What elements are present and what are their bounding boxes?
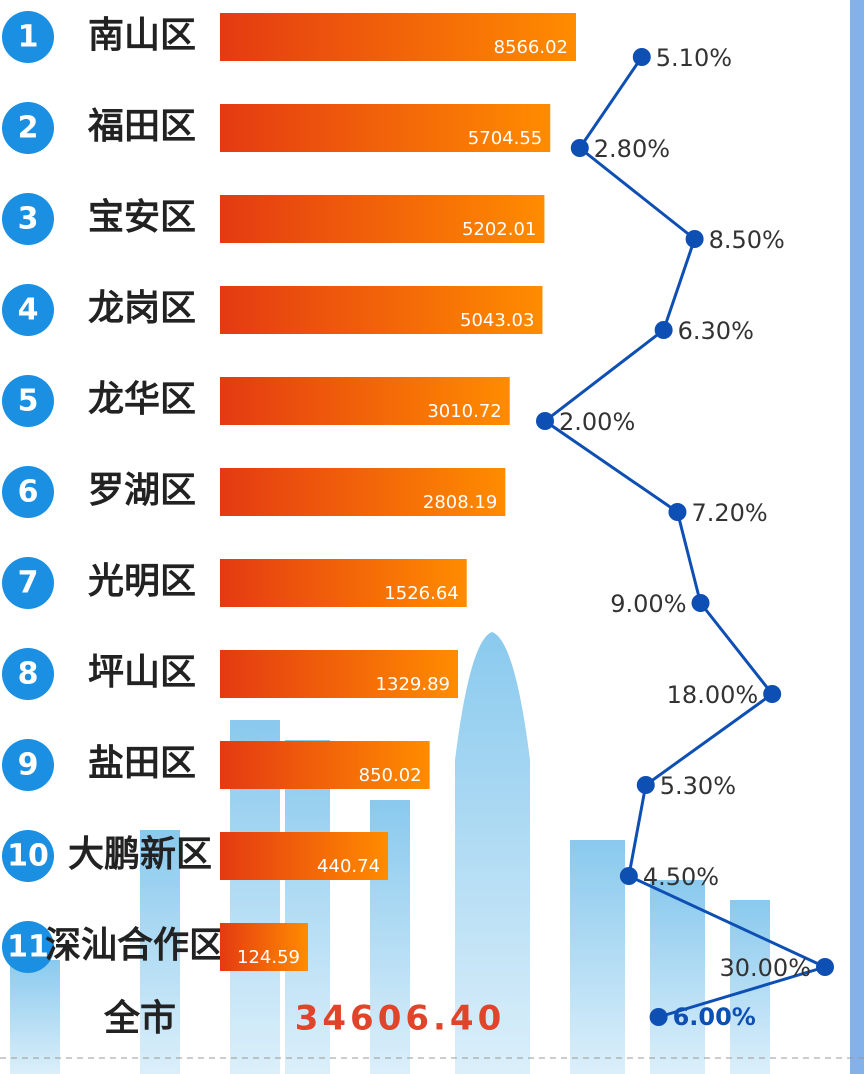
growth-point xyxy=(636,776,655,794)
rank-number: 9 xyxy=(18,748,39,783)
growth-point xyxy=(763,685,782,703)
bar xyxy=(220,468,506,516)
growth-label: 30.00% xyxy=(719,954,811,982)
rank-number: 2 xyxy=(18,111,39,146)
rank-number: 5 xyxy=(18,384,39,419)
category-label: 龙华区 xyxy=(88,379,196,420)
growth-point xyxy=(668,503,687,521)
total-label: 全市 xyxy=(103,997,176,1039)
bar-value: 1329.89 xyxy=(376,674,450,695)
rank-badge xyxy=(2,193,54,245)
rank-badge xyxy=(2,102,54,154)
bar xyxy=(220,377,510,425)
rank-number: 3 xyxy=(18,202,39,237)
bar-value: 850.02 xyxy=(359,765,422,786)
bar xyxy=(220,104,551,152)
rank-badge xyxy=(2,284,54,336)
bar-value: 5202.01 xyxy=(462,219,536,240)
category-label: 深汕合作区 xyxy=(45,925,225,966)
bar xyxy=(220,195,545,243)
rank-number: 1 xyxy=(18,20,39,55)
bar-value: 3010.72 xyxy=(427,401,501,422)
bar xyxy=(220,286,543,334)
rank-badge xyxy=(2,466,54,518)
growth-label: 6.30% xyxy=(678,317,754,345)
growth-label: 2.80% xyxy=(594,135,670,163)
rank-badge xyxy=(2,648,54,700)
category-label: 龙岗区 xyxy=(88,288,196,329)
bar-value: 5704.55 xyxy=(468,128,542,149)
bar xyxy=(220,923,308,971)
rank-number: 7 xyxy=(18,566,39,601)
rank-badge xyxy=(2,11,54,63)
category-label: 罗湖区 xyxy=(88,470,196,511)
category-label: 大鹏新区 xyxy=(68,834,212,875)
bar xyxy=(220,13,576,61)
bar-value: 440.74 xyxy=(317,856,380,877)
rank-badge xyxy=(2,830,54,882)
rank-number: 8 xyxy=(18,657,39,692)
growth-label: 5.10% xyxy=(656,44,732,72)
growth-point xyxy=(570,139,589,157)
bar-value: 124.59 xyxy=(237,947,300,968)
growth-label: 4.50% xyxy=(643,863,719,891)
growth-label: 9.00% xyxy=(610,590,686,618)
bar-value: 2808.19 xyxy=(423,492,497,513)
growth-point xyxy=(685,230,704,248)
rank-badge xyxy=(2,375,54,427)
category-label: 南山区 xyxy=(88,15,196,56)
category-label: 坪山区 xyxy=(88,652,196,693)
bar-value: 1526.64 xyxy=(384,583,458,604)
growth-point xyxy=(632,48,651,66)
growth-label: 5.30% xyxy=(660,772,736,800)
bar xyxy=(220,650,458,698)
growth-point xyxy=(536,412,554,430)
rank-badge xyxy=(2,921,54,973)
growth-label: 2.00% xyxy=(559,408,635,436)
growth-point xyxy=(654,321,673,339)
total-growth-label: 6.00% xyxy=(673,1003,756,1031)
growth-point xyxy=(816,958,834,976)
rank-number: 11 xyxy=(7,930,49,965)
growth-point xyxy=(691,594,710,612)
rank-number: 4 xyxy=(18,293,39,328)
category-label: 盐田区 xyxy=(88,743,196,784)
growth-point xyxy=(619,867,638,885)
growth-label: 18.00% xyxy=(667,681,759,709)
category-label: 光明区 xyxy=(88,561,196,602)
bar xyxy=(220,741,430,789)
rank-badge xyxy=(2,739,54,791)
total-value: 34606.40 xyxy=(295,999,506,1039)
bar xyxy=(220,559,467,607)
bar-value: 5043.03 xyxy=(460,310,534,331)
growth-label: 8.50% xyxy=(709,226,785,254)
bar xyxy=(220,832,389,880)
rank-badge xyxy=(2,557,54,609)
rank-number: 10 xyxy=(7,839,49,874)
bar-value: 8566.02 xyxy=(494,37,568,58)
growth-label: 7.20% xyxy=(691,499,767,527)
category-label: 福田区 xyxy=(87,106,196,147)
rank-number: 6 xyxy=(18,475,39,510)
total-growth-point xyxy=(649,1008,668,1026)
growth-connector xyxy=(658,965,826,1019)
category-label: 宝安区 xyxy=(88,197,196,238)
